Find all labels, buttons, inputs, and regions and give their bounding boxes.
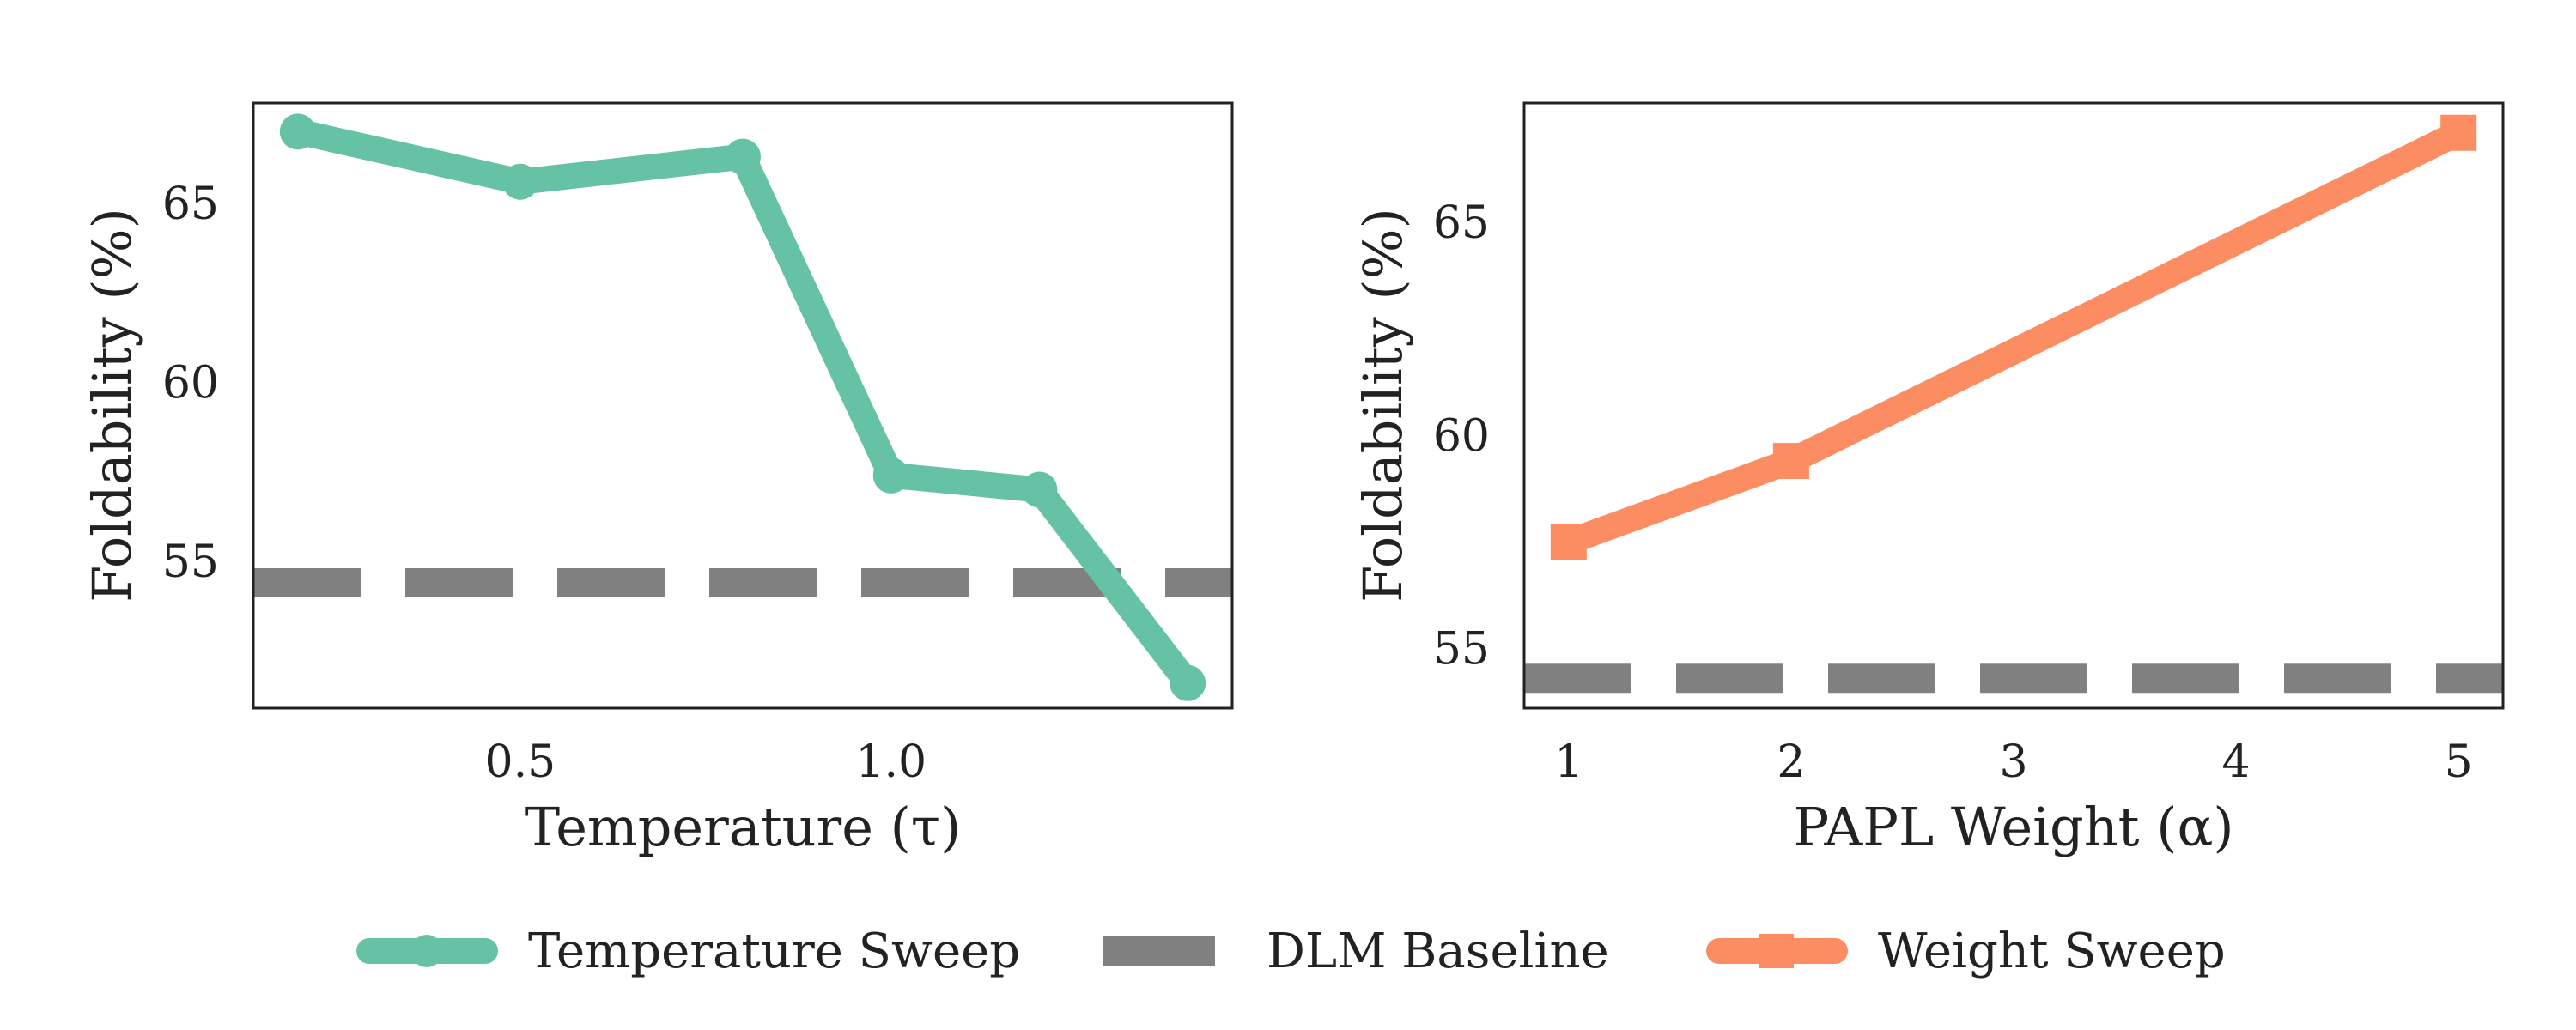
legend-marker-weight-sweep xyxy=(1759,934,1794,968)
temperature-chart-xtick-label: 0.5 xyxy=(485,736,556,788)
weight-chart-xtick-label: 5 xyxy=(2445,736,2473,788)
legend-swatch-dlm-baseline xyxy=(1103,936,1215,966)
temperature-chart-data-point xyxy=(501,163,538,200)
temperature-chart-xtick-label: 1.0 xyxy=(855,736,927,788)
temperature-chart-series-temperature-sweep-line xyxy=(284,118,1201,696)
weight-chart-xtick-label: 4 xyxy=(2222,736,2251,788)
temperature-chart-data-point xyxy=(279,113,316,150)
temperature-chart-data-point xyxy=(872,457,909,494)
weight-chart-ytick-label: 55 xyxy=(1433,623,1490,675)
legend-label-weight-sweep: Weight Sweep xyxy=(1878,924,2226,979)
weight-chart-data-point xyxy=(1550,524,1587,560)
weight-chart-ytick-label: 60 xyxy=(1433,410,1490,462)
temperature-chart-xlabel: Temperature (τ) xyxy=(525,796,962,858)
temperature-chart-ytick-label: 60 xyxy=(162,357,219,409)
temperature-chart-panel: 0.5 1.0 55 60 65 Temperature (τ) Foldabilit… xyxy=(81,101,1234,858)
legend-item-weight-sweep: Weight Sweep xyxy=(1706,924,2226,979)
temperature-chart-ytick-label: 55 xyxy=(162,536,219,588)
weight-chart-xtick-label: 1 xyxy=(1554,736,1583,788)
temperature-chart-data-point xyxy=(1170,664,1206,701)
legend-label-temperature-sweep: Temperature Sweep xyxy=(528,924,1020,979)
weight-chart-series-weight-sweep-line xyxy=(1555,119,2472,555)
weight-chart-data-point xyxy=(1772,443,1809,480)
weight-chart-xtick-label: 2 xyxy=(1777,736,1805,788)
weight-chart-ytick-label: 65 xyxy=(1433,197,1490,249)
weight-chart-ylabel: Foldability (%) xyxy=(1352,208,1414,603)
temperature-chart-data-point xyxy=(1021,471,1058,508)
temperature-chart-ytick-label: 65 xyxy=(162,179,219,230)
weight-chart-data-point xyxy=(2440,114,2477,151)
weight-chart-xtick-label: 3 xyxy=(1999,736,2027,788)
legend: Temperature Sweep DLM Baseline Weight Sw… xyxy=(356,924,2226,979)
temperature-chart-plot xyxy=(253,113,1232,701)
weight-chart-frame xyxy=(1522,101,2505,710)
legend-label-dlm-baseline: DLM Baseline xyxy=(1267,924,1609,979)
weight-chart-plot xyxy=(1524,114,2503,694)
weight-chart-xlabel: PAPL Weight (α) xyxy=(1793,796,2233,858)
legend-item-temperature-sweep: Temperature Sweep xyxy=(356,924,1020,979)
weight-chart-panel: 1 2 3 4 5 55 60 65 PAPL Weight (α) Foldability… xyxy=(1352,101,2505,858)
legend-item-dlm-baseline: DLM Baseline xyxy=(1103,924,1609,979)
temperature-chart-frame xyxy=(252,101,1234,710)
temperature-chart-ylabel: Foldability (%) xyxy=(81,208,143,603)
legend-marker-temperature-sweep xyxy=(410,935,443,967)
temperature-chart-data-point xyxy=(725,138,761,175)
